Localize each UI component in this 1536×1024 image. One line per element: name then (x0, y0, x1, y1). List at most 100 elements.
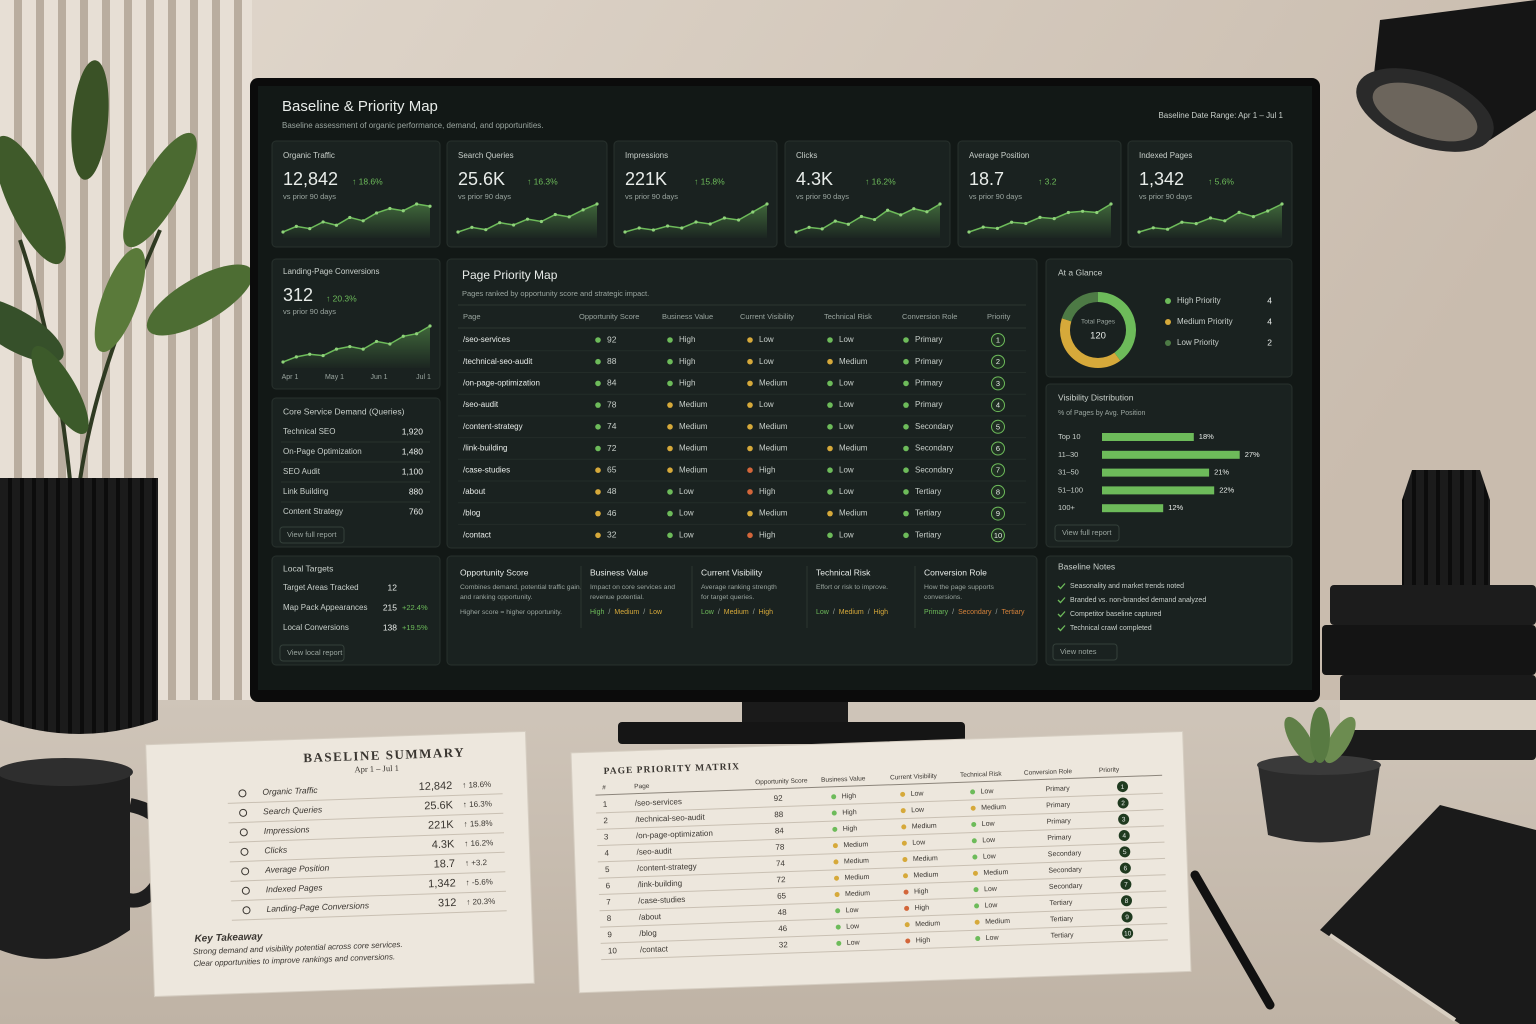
legend-scale: High (874, 609, 889, 616)
sparkline-point (1208, 216, 1213, 220)
status-dot (827, 489, 833, 495)
legend-label: Low Priority (1177, 338, 1219, 347)
cell-text: Medium (844, 874, 869, 882)
legend-scale: Medium (614, 609, 639, 616)
column-header: Conversion Role (1024, 768, 1073, 777)
priority-number: 4 (1122, 833, 1126, 840)
priority-number: 6 (996, 444, 1000, 453)
cell-text: Medium (759, 379, 788, 388)
priority-badge (991, 333, 1005, 347)
cell-text: Low (983, 853, 997, 860)
bar (1102, 433, 1194, 441)
cell-text: Medium (839, 509, 868, 518)
cell-text: Low (846, 923, 860, 930)
row-change: ↑ +3.2 (465, 858, 488, 868)
priority-number: 8 (1125, 898, 1129, 905)
bar-value-label: 12% (1168, 503, 1183, 512)
status-dot (905, 938, 911, 944)
kpi-label: Search Queries (458, 151, 514, 160)
row-value: 215 (383, 602, 397, 612)
priority-number: 10 (994, 531, 1002, 540)
sparkline-point (981, 225, 985, 229)
sparkline-point (1166, 227, 1170, 231)
pen (1190, 870, 1275, 1010)
priority-number: 8 (996, 487, 1000, 496)
sparkline-point (623, 230, 627, 234)
legend-scale: Medium (724, 609, 749, 616)
sparkline-point (938, 202, 942, 206)
status-dot (903, 532, 909, 539)
row-rule (597, 825, 1164, 847)
cell-text: Low (982, 837, 996, 844)
sparkline-point (765, 202, 769, 206)
legend-scale: Secondary (958, 609, 992, 616)
kpi-change: ↑ 15.8% (694, 176, 725, 186)
panel (1045, 258, 1293, 378)
panel (271, 397, 441, 548)
cell-text: Tertiary (915, 530, 941, 539)
bar-category: 31–50 (1058, 468, 1079, 477)
column-header: Current Visibility (740, 312, 794, 321)
sparkline-point (321, 353, 325, 358)
cell-text: Low (839, 530, 854, 539)
cell-text: Primary (915, 335, 943, 344)
cell-text: Primary (915, 357, 943, 366)
cell-text: Low (839, 335, 854, 344)
legend-label: High Priority (1177, 296, 1221, 305)
kpi-value: 312 (283, 285, 313, 305)
sparkline-point (456, 230, 460, 234)
takeaway-title: Key Takeaway (194, 931, 263, 944)
cell-text: 46 (607, 508, 617, 518)
note-item: Branded vs. non-branded demand analyzed (1070, 597, 1206, 604)
cell-text: Primary (915, 379, 943, 388)
status-dot (973, 887, 979, 893)
sparkline-point (401, 209, 405, 213)
cell-text: Medium (759, 422, 788, 431)
status-dot (834, 875, 840, 881)
legend-label: Medium Priority (1177, 317, 1233, 326)
row-rule (600, 906, 1167, 928)
priority-number: 7 (996, 466, 1000, 475)
cell-text: 78 (607, 399, 617, 409)
status-dot (900, 808, 906, 814)
cell-text: 74 (607, 421, 617, 431)
role: Primary (1046, 802, 1071, 810)
row-change: ↑ 18.6% (462, 780, 491, 790)
sparkline-point (553, 212, 557, 217)
column-header: Page (463, 312, 481, 321)
sparkline-point (374, 211, 379, 215)
cell-text: Low (839, 422, 854, 431)
cell-text: Medium (844, 858, 869, 866)
dashboard-screen: Baseline & Priority Map Baseline assessme… (271, 98, 1293, 666)
status-dot (827, 532, 833, 539)
legend-text: and ranking opportunity. (460, 594, 533, 601)
row-value: 12,842 (418, 780, 452, 793)
row-value: 880 (409, 486, 423, 496)
priority-badge (1121, 911, 1133, 923)
row-change: +19.5% (402, 623, 428, 632)
legend-text: conversions. (924, 594, 962, 601)
row-rule (228, 812, 504, 824)
sparkline-point (1024, 221, 1028, 226)
sparkline-point (925, 210, 929, 214)
legend-scale: Low (701, 609, 715, 616)
sparkline-point (1280, 202, 1284, 206)
sparkline-point (1251, 215, 1255, 219)
cell-text: Medium (843, 841, 868, 849)
legend-separator: / (868, 609, 870, 616)
cell-text: High (915, 904, 930, 912)
page-path: /blog (463, 509, 480, 518)
priority-badge (1117, 781, 1129, 793)
sparkline-area (625, 204, 767, 238)
row-value: 138 (383, 622, 397, 632)
status-dot (831, 794, 837, 800)
kpi-change: ↑ 3.2 (1038, 176, 1057, 186)
dashboard-title: Baseline & Priority Map (282, 98, 438, 115)
sparkline-point (1038, 215, 1042, 219)
cell-text: Medium (679, 465, 708, 474)
legend-separator: / (833, 609, 835, 616)
status-dot (904, 922, 910, 928)
status-dot (903, 510, 909, 517)
priority-badge (991, 376, 1005, 391)
column-header: Business Value (662, 312, 713, 321)
